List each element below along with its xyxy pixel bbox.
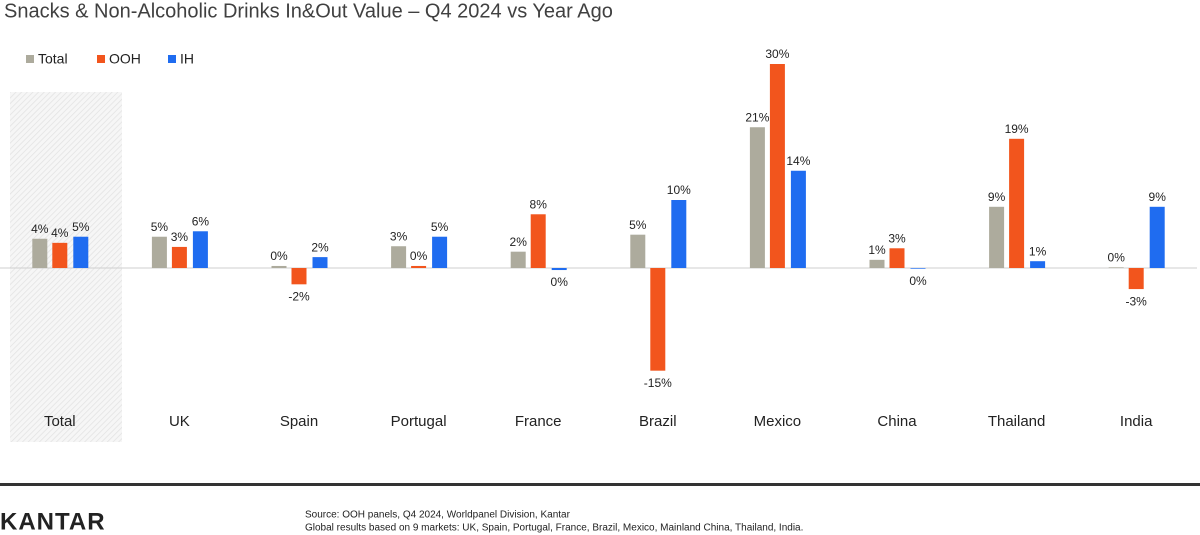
data-label: 0%	[270, 249, 288, 263]
bar	[73, 236, 89, 268]
bar	[510, 251, 526, 268]
data-label: 0%	[410, 249, 428, 263]
legend-label: Total	[38, 51, 68, 67]
data-label: 5%	[431, 220, 449, 234]
bar	[52, 242, 68, 268]
data-label: 30%	[765, 47, 789, 61]
x-tick-label: Total	[44, 413, 76, 430]
data-label: 9%	[1149, 190, 1167, 204]
data-label: 14%	[786, 154, 810, 168]
markets-note: Global results based on 9 markets: UK, S…	[305, 523, 803, 534]
data-label: 3%	[171, 230, 189, 244]
bar	[411, 265, 427, 268]
bar	[1108, 267, 1124, 268]
data-label: 3%	[390, 229, 408, 243]
bar	[151, 236, 167, 268]
data-label: 3%	[888, 231, 906, 245]
x-tick-label: UK	[169, 413, 190, 430]
bar	[551, 268, 567, 271]
bar	[650, 268, 666, 371]
data-label: 6%	[192, 214, 210, 228]
x-tick-label: China	[877, 413, 917, 430]
data-label: 5%	[151, 220, 169, 234]
bar	[271, 265, 287, 268]
bar	[989, 206, 1005, 268]
bar	[171, 246, 187, 268]
data-label: 0%	[909, 274, 927, 288]
bar	[1030, 261, 1046, 268]
bar	[889, 248, 905, 268]
bar	[769, 64, 785, 268]
data-label: 2%	[510, 235, 528, 249]
data-label: 0%	[551, 275, 569, 289]
source-note: Source: OOH panels, Q4 2024, Worldpanel …	[305, 510, 571, 521]
x-tick-label: Mexico	[754, 413, 802, 430]
data-label: -2%	[288, 289, 310, 303]
bar	[530, 214, 546, 268]
data-label: 9%	[988, 190, 1006, 204]
data-label: 1%	[1029, 244, 1047, 258]
data-label: 8%	[530, 197, 548, 211]
bar	[910, 268, 926, 269]
bar	[432, 236, 448, 268]
chart-title: Snacks & Non-Alcoholic Drinks In&Out Val…	[4, 0, 613, 22]
data-label: 5%	[72, 220, 90, 234]
data-label: 21%	[745, 110, 769, 124]
bar	[1149, 206, 1165, 268]
data-label: 19%	[1005, 122, 1029, 136]
data-label: 10%	[667, 183, 691, 197]
bar	[391, 246, 407, 268]
data-label: 0%	[1108, 250, 1126, 264]
x-tick-label: Thailand	[988, 413, 1046, 430]
logo: KANTAR	[0, 508, 106, 535]
bar	[790, 170, 806, 268]
data-label: 1%	[868, 243, 886, 257]
legend-label: OOH	[109, 51, 141, 67]
bar	[749, 127, 765, 269]
bar	[869, 259, 885, 268]
x-tick-label: India	[1120, 413, 1153, 430]
data-label: -3%	[1126, 294, 1148, 308]
bar	[192, 231, 208, 268]
data-label: -15%	[644, 376, 672, 390]
data-label: 4%	[51, 226, 69, 240]
bar	[1009, 138, 1025, 268]
legend-swatch	[168, 55, 176, 63]
x-tick-label: France	[515, 413, 562, 430]
legend-swatch	[26, 55, 34, 63]
bar	[32, 238, 48, 268]
bar	[291, 268, 307, 285]
data-label: 5%	[629, 218, 647, 232]
bar	[1128, 268, 1144, 290]
legend-swatch	[97, 55, 105, 63]
x-tick-label: Portugal	[391, 413, 447, 430]
x-tick-label: Brazil	[639, 413, 677, 430]
data-label: 4%	[31, 222, 49, 236]
data-label: 2%	[311, 240, 329, 254]
bar	[312, 257, 328, 268]
bar	[671, 200, 687, 268]
legend-label: IH	[180, 51, 194, 67]
x-tick-label: Spain	[280, 413, 318, 430]
bar	[630, 234, 646, 268]
